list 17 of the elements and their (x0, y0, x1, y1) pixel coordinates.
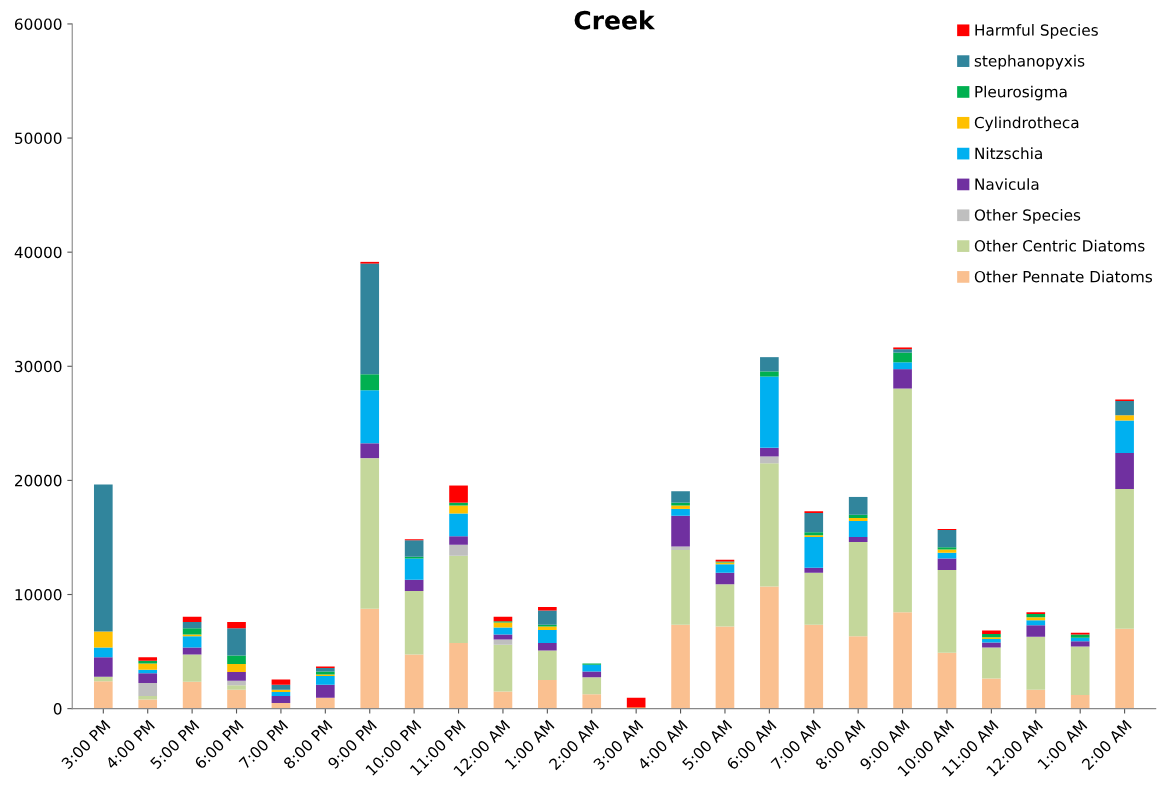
y-tick-label: 50000 (15, 132, 62, 145)
y-tick-label: 30000 (15, 360, 62, 373)
chart-title: Creek (574, 10, 656, 30)
y-tick-label: 10000 (15, 588, 62, 601)
legend-label: Pleurosigma (975, 85, 1067, 101)
legend-label: Other Species (974, 208, 1081, 224)
legend-label: Other Pennate Diatoms (974, 270, 1153, 283)
y-tick-label: 0 (53, 703, 62, 715)
y-tick-label: 40000 (14, 246, 62, 259)
legend-label: Cylindrotheca (974, 116, 1079, 132)
legend-label: Harmful Species (975, 24, 1098, 39)
y-tick-label: 60000 (14, 18, 62, 30)
legend-label: Nitzschia (975, 147, 1042, 160)
legend-label: stephanopyxis (974, 54, 1085, 70)
legend-label: Other Centric Diatoms (974, 239, 1145, 252)
y-tick-label: 20000 (15, 474, 62, 487)
legend-label: Navicula (975, 178, 1039, 190)
